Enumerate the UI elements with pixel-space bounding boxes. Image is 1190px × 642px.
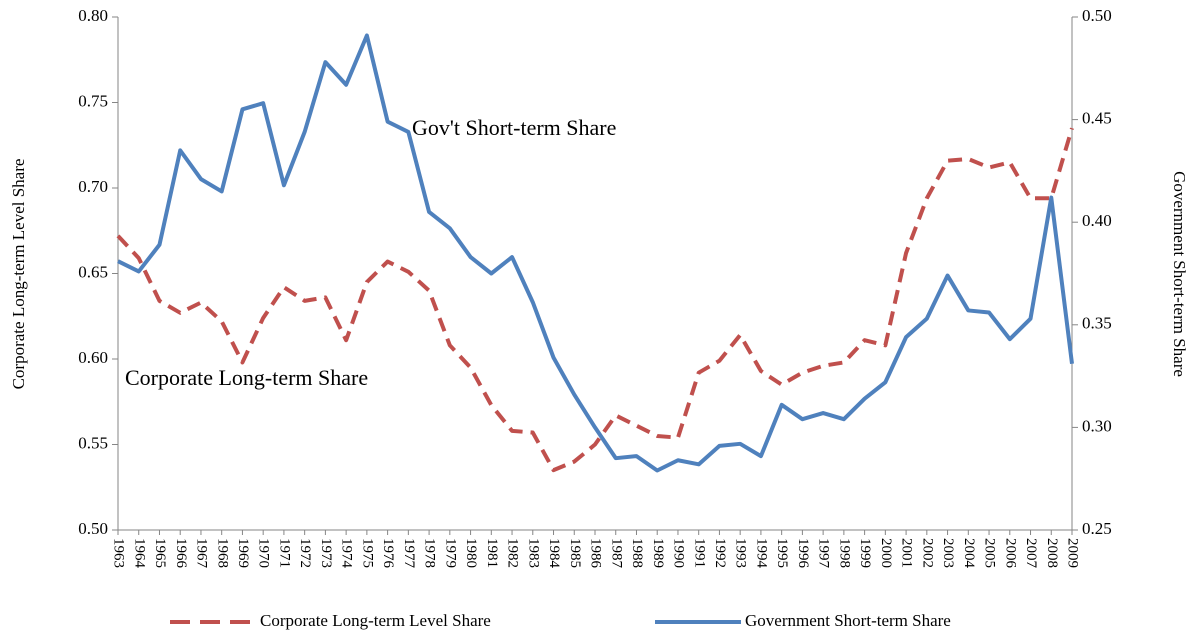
x-tick-label: 1998 [836, 538, 852, 568]
y2-axis-title: Government Short-term Share [1170, 171, 1189, 377]
x-tick-label: 2009 [1065, 538, 1081, 568]
x-tick-label: 2002 [919, 538, 935, 568]
x-tick-label: 1964 [131, 538, 147, 569]
x-tick-label: 2005 [982, 538, 998, 568]
y2ticks-label: 0.40 [1082, 211, 1112, 230]
x-tick-label: 1995 [774, 538, 790, 568]
x-tick-label: 1991 [691, 538, 707, 568]
x-tick-label: 2001 [899, 538, 915, 568]
x-tick-label: 1996 [795, 538, 811, 569]
yticks-label: 0.50 [78, 519, 108, 538]
x-tick-label: 1965 [152, 538, 168, 568]
x-tick-label: 1974 [339, 538, 355, 569]
x-tick-label: 2000 [878, 538, 894, 568]
y2ticks-label: 0.50 [1082, 6, 1112, 25]
y2ticks-label: 0.30 [1082, 416, 1112, 435]
x-tick-label: 1966 [173, 538, 189, 569]
x-tick-label: 1987 [608, 538, 624, 569]
yticks-label: 0.55 [78, 433, 108, 452]
x-tick-label: 1984 [546, 538, 562, 569]
x-tick-label: 1972 [297, 538, 313, 568]
y-axis-title: Corporate Long-term Level Share [9, 159, 28, 390]
y2ticks-label: 0.45 [1082, 109, 1112, 128]
x-tick-label: 1992 [712, 538, 728, 568]
legend-label: Corporate Long-term Level Share [260, 611, 491, 630]
x-tick-label: 1978 [422, 538, 438, 568]
x-tick-label: 1969 [235, 538, 251, 568]
x-tick-label: 1990 [671, 538, 687, 568]
x-tick-label: 1963 [111, 538, 127, 568]
x-tick-label: 1994 [753, 538, 769, 569]
x-tick-label: 2004 [961, 538, 977, 569]
annotation: Gov't Short-term Share [412, 115, 616, 140]
x-tick-label: 1973 [318, 538, 334, 568]
x-tick-label: 1971 [276, 538, 292, 568]
x-tick-label: 1979 [442, 538, 458, 568]
x-tick-label: 1993 [733, 538, 749, 568]
x-tick-label: 1968 [214, 538, 230, 568]
x-tick-label: 2003 [940, 538, 956, 568]
x-tick-label: 1997 [816, 538, 832, 569]
line-series [116, 127, 1074, 473]
x-tick-label: 1982 [505, 538, 521, 568]
x-tick-label: 1985 [567, 538, 583, 568]
x-tick-label: 1986 [588, 538, 604, 569]
x-tick-label: 2008 [1044, 538, 1060, 568]
x-tick-label: 2007 [1023, 538, 1039, 569]
x-tick-label: 2006 [1002, 538, 1018, 569]
yticks-label: 0.75 [78, 91, 108, 110]
x-tick-label: 1975 [359, 538, 375, 568]
yticks-label: 0.80 [78, 6, 108, 25]
line-series [117, 33, 1074, 473]
x-tick-label: 1967 [194, 538, 210, 569]
y2ticks-label: 0.25 [1082, 519, 1112, 538]
yticks-label: 0.65 [78, 262, 108, 281]
x-tick-label: 1980 [463, 538, 479, 568]
x-tick-label: 1970 [256, 538, 272, 568]
legend-label: Government Short-term Share [745, 611, 951, 630]
x-tick-label: 1977 [401, 538, 417, 569]
x-tick-label: 1989 [650, 538, 666, 568]
annotation: Corporate Long-term Share [125, 365, 368, 390]
x-tick-label: 1976 [380, 538, 396, 569]
x-tick-label: 1988 [629, 538, 645, 568]
x-tick-label: 1983 [525, 538, 541, 568]
y2ticks-label: 0.35 [1082, 314, 1112, 333]
x-tick-label: 1999 [857, 538, 873, 568]
yticks-label: 0.60 [78, 348, 108, 367]
x-tick-label: 1981 [484, 538, 500, 568]
yticks-label: 0.70 [78, 177, 108, 196]
